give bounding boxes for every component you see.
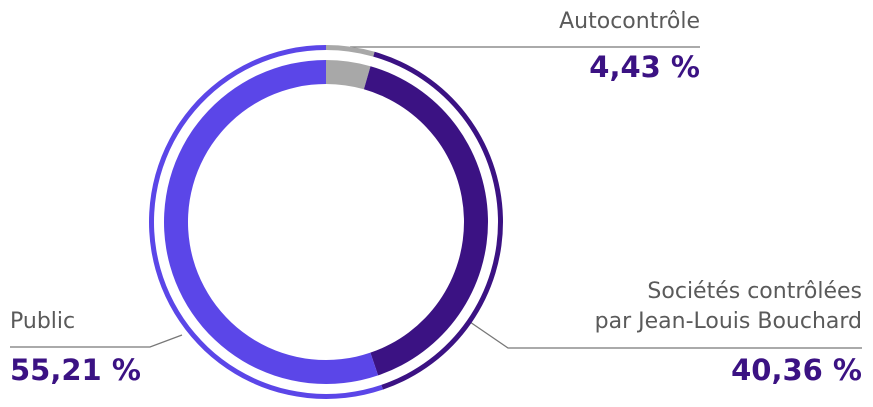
value-label: 55,21 % — [10, 353, 141, 387]
category-label: Sociétés contrôlées — [647, 279, 862, 304]
category-label: par Jean-Louis Bouchard — [595, 309, 862, 334]
category-label: Public — [10, 309, 75, 334]
leader-line — [469, 321, 862, 349]
outer-ring-slice — [326, 45, 375, 57]
category-label: Autocontrôle — [559, 9, 700, 34]
value-label: 40,36 % — [731, 353, 862, 387]
donut-slice — [326, 60, 371, 90]
donut-slice — [363, 66, 488, 376]
value-label: 4,43 % — [589, 50, 700, 84]
leader-line — [10, 334, 183, 348]
